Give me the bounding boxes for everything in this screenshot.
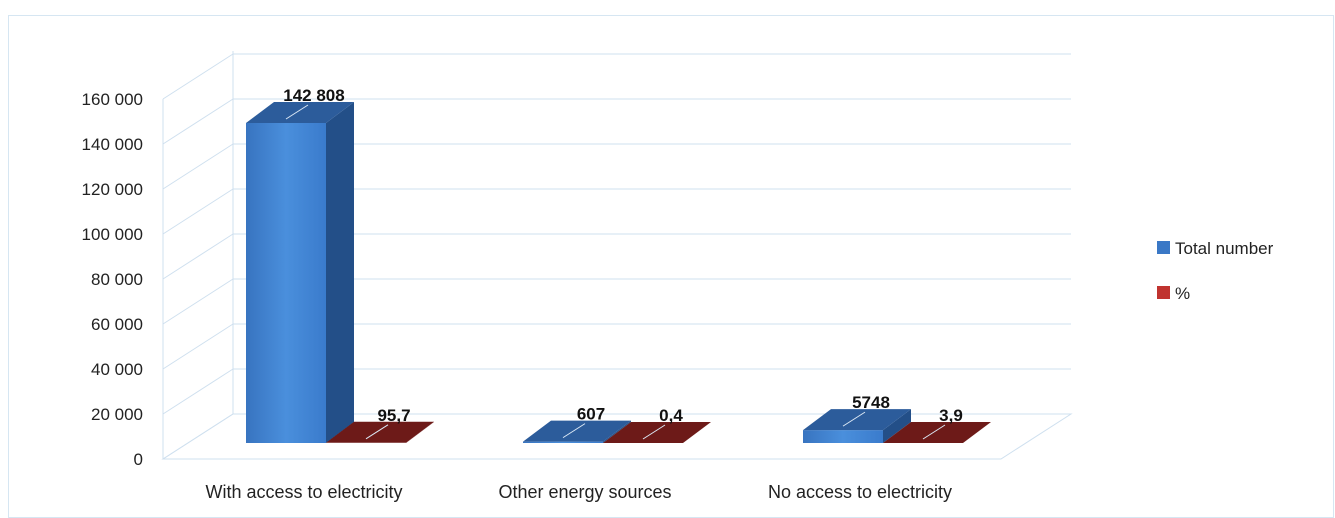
bars xyxy=(246,102,991,443)
label-leader xyxy=(842,411,866,427)
y-tick-label: 20 000 xyxy=(91,405,143,424)
data-label: 5748 xyxy=(852,393,890,412)
y-tick-label: 60 000 xyxy=(91,315,143,334)
y-tick-label: 160 000 xyxy=(82,90,143,109)
y-tick-label: 100 000 xyxy=(82,225,143,244)
legend: Total number % xyxy=(1157,239,1274,303)
y-tick-label: 140 000 xyxy=(82,135,143,154)
bar-percent xyxy=(883,421,991,443)
y-tick-label: 40 000 xyxy=(91,360,143,379)
bar-top xyxy=(803,409,911,431)
bar-top xyxy=(883,421,991,443)
data-label: 0,4 xyxy=(659,406,683,425)
bar-top xyxy=(523,420,631,442)
bar-side xyxy=(326,102,354,443)
bar-top xyxy=(603,421,711,443)
label-leader xyxy=(562,423,586,439)
data-label: 142 808 xyxy=(283,86,344,105)
y-tick-label: 0 xyxy=(134,450,143,469)
floor xyxy=(161,413,1073,460)
legend-label-total: Total number xyxy=(1175,239,1274,258)
bar-side xyxy=(963,421,991,443)
gridline-diagonal xyxy=(162,233,234,280)
gridline-diagonal xyxy=(162,368,234,415)
x-category-label: With access to electricity xyxy=(205,482,402,502)
bar-front xyxy=(523,441,603,443)
gridline-diagonal xyxy=(162,53,234,100)
bar-side xyxy=(603,420,631,443)
label-leader xyxy=(922,424,946,440)
gridline-diagonal xyxy=(162,323,234,370)
label-leader xyxy=(285,104,309,120)
grid xyxy=(161,51,1073,460)
bar-top xyxy=(246,102,354,123)
labels: 0 20 000 40 000 60 000 80 000 100 000 120 000 1… xyxy=(82,86,963,502)
bar-total xyxy=(246,102,354,443)
x-category-label: Other energy sources xyxy=(498,482,671,502)
gridline-diagonal xyxy=(162,98,234,145)
bar-front xyxy=(246,123,326,443)
bar-total xyxy=(803,409,911,443)
bar-total xyxy=(523,420,631,443)
data-label: 95,7 xyxy=(377,406,410,425)
bar-percent xyxy=(603,421,711,443)
bar-side xyxy=(883,409,911,443)
gridline-diagonal xyxy=(162,143,234,190)
bar-percent xyxy=(326,421,434,443)
legend-swatch-percent xyxy=(1157,286,1170,299)
y-tick-label: 80 000 xyxy=(91,270,143,289)
label-leader xyxy=(365,424,389,440)
y-tick-label: 120 000 xyxy=(82,180,143,199)
label-leader xyxy=(642,424,666,440)
legend-label-percent: % xyxy=(1175,284,1190,303)
gridline-diagonal xyxy=(162,188,234,235)
gridline-diagonal xyxy=(162,278,234,325)
data-label: 3,9 xyxy=(939,406,963,425)
data-label: 607 xyxy=(577,405,605,424)
bar-side xyxy=(406,421,434,443)
bar-side xyxy=(683,421,711,443)
legend-swatch-total xyxy=(1157,241,1170,254)
x-category-label: No access to electricity xyxy=(768,482,952,502)
bar-front xyxy=(803,430,883,443)
bar-top xyxy=(326,421,434,443)
